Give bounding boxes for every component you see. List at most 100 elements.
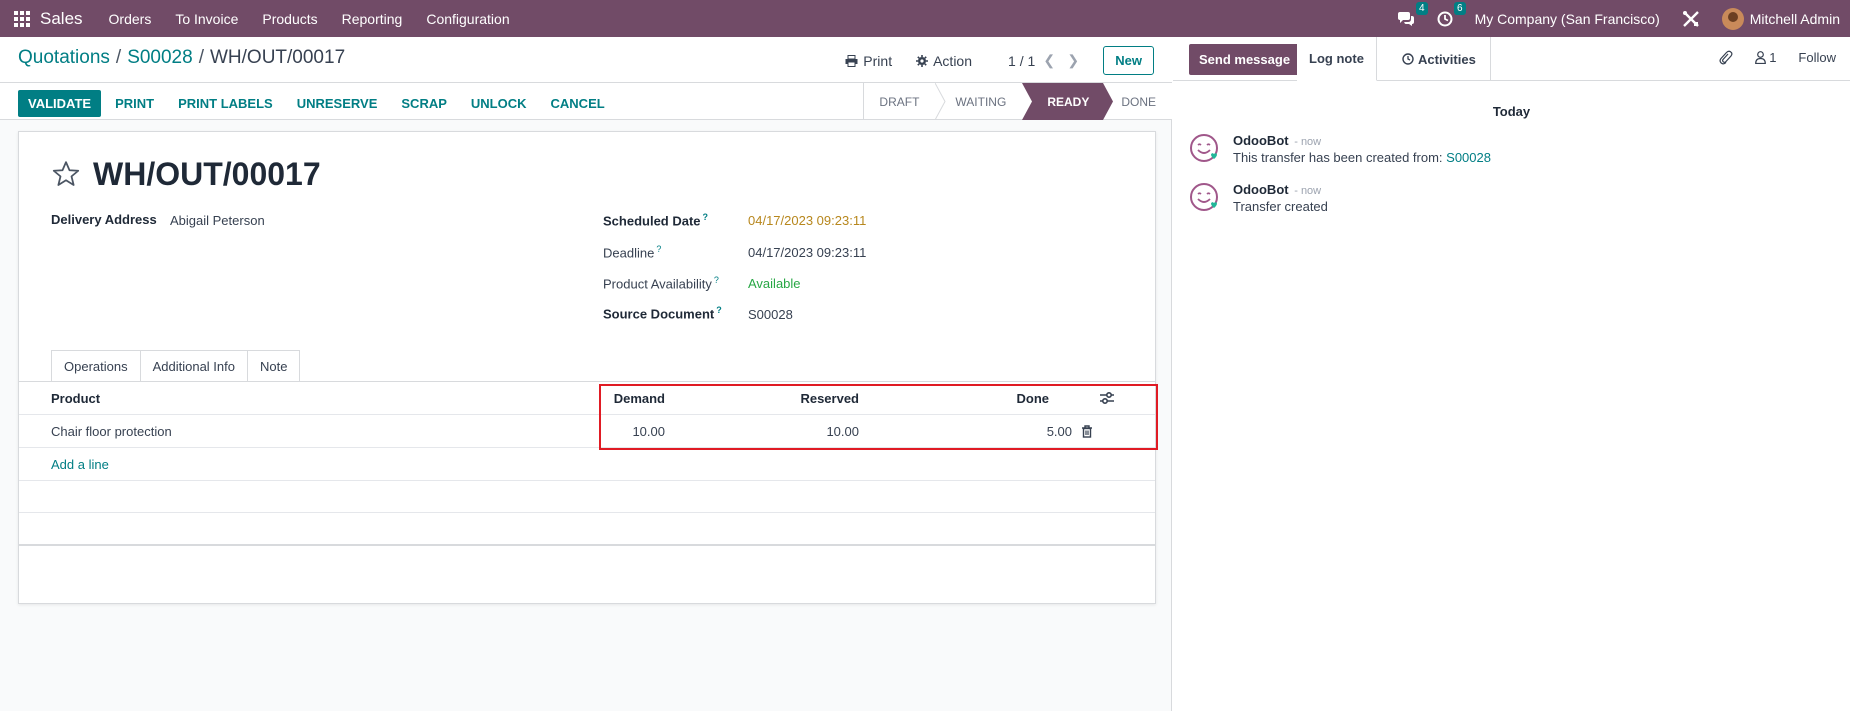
chatter-topbar: Send message Log note Activities 1 Follo… bbox=[1173, 37, 1850, 81]
activities-label: Activities bbox=[1418, 51, 1476, 67]
message-source-link[interactable]: S00028 bbox=[1446, 150, 1491, 165]
print-label: Print bbox=[863, 52, 893, 69]
tab-additional-info[interactable]: Additional Info bbox=[140, 350, 248, 382]
unlock-button[interactable]: UNLOCK bbox=[470, 96, 527, 111]
print-labels-button[interactable]: PRINT LABELS bbox=[178, 96, 273, 111]
source-document-label: Source Document? bbox=[603, 305, 722, 322]
column-header-reserved[interactable]: Reserved bbox=[800, 391, 859, 406]
debug-tools-button[interactable] bbox=[1682, 10, 1700, 28]
deadline-label: Deadline? bbox=[603, 244, 662, 261]
delivery-address-label: Delivery Address bbox=[51, 212, 157, 227]
pager-next-icon[interactable]: ❯ bbox=[1067, 52, 1080, 68]
tools-icon bbox=[1682, 10, 1699, 27]
table-row[interactable]: Chair floor protection 10.00 10.00 5.00 bbox=[19, 415, 1155, 448]
validate-button[interactable]: VALIDATE bbox=[18, 90, 102, 117]
follow-button[interactable]: Follow bbox=[1798, 50, 1836, 65]
pager-value[interactable]: 1 / 1 bbox=[1008, 52, 1036, 69]
tab-divider bbox=[19, 381, 1155, 382]
message-author[interactable]: OdooBot - now bbox=[1233, 133, 1322, 148]
column-header-demand[interactable]: Demand bbox=[613, 391, 665, 406]
menu-configuration[interactable]: Configuration bbox=[426, 10, 510, 27]
print-menu-button[interactable]: Print bbox=[845, 53, 892, 69]
messaging-button[interactable]: 4 bbox=[1397, 1, 1428, 27]
form-sheet: WH/OUT/00017 Delivery Address Abigail Pe… bbox=[18, 131, 1156, 604]
menu-to-invoice[interactable]: To Invoice bbox=[175, 10, 239, 27]
send-message-button[interactable]: Send message bbox=[1189, 44, 1301, 75]
breadcrumb-sale-order[interactable]: S00028 bbox=[127, 47, 193, 68]
action-menu-button[interactable]: Action bbox=[916, 53, 972, 69]
activities-button[interactable]: Activities bbox=[1388, 37, 1491, 81]
star-icon[interactable] bbox=[51, 159, 81, 189]
scrap-button[interactable]: SCRAP bbox=[401, 96, 447, 111]
optional-columns-icon[interactable] bbox=[1099, 391, 1115, 405]
column-header-done[interactable]: Done bbox=[1016, 391, 1050, 406]
gear-icon bbox=[916, 54, 929, 67]
message-date: - now bbox=[1294, 185, 1322, 197]
product-availability-value: Available bbox=[748, 276, 801, 291]
cancel-button[interactable]: CANCEL bbox=[550, 96, 605, 111]
date-separator: Today bbox=[1492, 104, 1531, 119]
deadline-field[interactable]: 04/17/2023 09:23:11 bbox=[748, 245, 867, 260]
print-button[interactable]: PRINT bbox=[115, 96, 155, 111]
printer-icon bbox=[845, 54, 858, 67]
help-icon[interactable]: ? bbox=[713, 275, 719, 285]
breadcrumb-quotations[interactable]: Quotations bbox=[18, 47, 110, 68]
app-name[interactable]: Sales bbox=[40, 8, 83, 28]
stage-chevron-active-end bbox=[1103, 83, 1114, 120]
clock-icon bbox=[1437, 11, 1453, 26]
empty-row bbox=[19, 513, 1155, 546]
product-availability-label: Product Availability? bbox=[603, 275, 719, 292]
trash-icon[interactable] bbox=[1081, 425, 1093, 438]
delivery-address-field[interactable]: Abigail Peterson bbox=[170, 213, 265, 228]
followers-count: 1 bbox=[1769, 50, 1777, 65]
status-bar: VALIDATE PRINT PRINT LABELS UNRESERVE SC… bbox=[0, 83, 1172, 120]
help-icon[interactable]: ? bbox=[702, 212, 709, 222]
unreserve-button[interactable]: UNRESERVE bbox=[296, 96, 378, 111]
cell-reserved: 10.00 bbox=[826, 424, 859, 439]
user-avatar[interactable] bbox=[1721, 7, 1744, 30]
company-switcher[interactable]: My Company (San Francisco) bbox=[1474, 10, 1660, 27]
scheduled-date-field[interactable]: 04/17/2023 09:23:11 bbox=[748, 213, 867, 228]
user-menu[interactable]: Mitchell Admin bbox=[1749, 10, 1840, 27]
help-icon[interactable]: ? bbox=[656, 244, 662, 254]
followers-button[interactable]: 1 bbox=[1755, 50, 1776, 65]
apps-grid-icon[interactable] bbox=[11, 8, 33, 30]
user-icon bbox=[1755, 51, 1767, 64]
stage-draft: DRAFT bbox=[863, 83, 935, 120]
help-icon[interactable]: ? bbox=[716, 305, 722, 315]
stage-waiting: WAITING bbox=[955, 94, 1007, 109]
cell-product[interactable]: Chair floor protection bbox=[51, 424, 172, 439]
stage-ready: READY bbox=[1037, 83, 1104, 120]
scheduled-date-label: Scheduled Date? bbox=[603, 212, 709, 229]
new-record-button[interactable]: New bbox=[1103, 46, 1154, 75]
menu-reporting[interactable]: Reporting bbox=[341, 10, 403, 27]
cell-done[interactable]: 5.00 bbox=[1046, 424, 1072, 439]
activities-button[interactable]: 6 bbox=[1437, 1, 1466, 27]
pager-previous-icon[interactable]: ❮ bbox=[1043, 52, 1056, 68]
add-line-row: Add a line bbox=[19, 448, 1155, 481]
notebook-tabs: Operations Additional Info Note bbox=[51, 350, 301, 382]
tab-operations[interactable]: Operations bbox=[51, 350, 141, 382]
message-body: Transfer created bbox=[1233, 199, 1328, 214]
form-view: Quotations / S00028/WH/OUT/00017 Print Act… bbox=[0, 37, 1172, 711]
cell-demand[interactable]: 10.00 bbox=[632, 424, 665, 439]
source-document-field[interactable]: S00028 bbox=[748, 307, 793, 322]
column-header-product[interactable]: Product bbox=[51, 391, 101, 406]
message-body: This transfer has been created from: S00… bbox=[1233, 150, 1491, 165]
record-title: WH/OUT/00017 bbox=[93, 156, 321, 192]
breadcrumb-separator: / bbox=[198, 47, 204, 68]
odoobot-avatar bbox=[1190, 134, 1218, 162]
log-note-button[interactable]: Log note bbox=[1297, 37, 1377, 81]
menu-orders[interactable]: Orders bbox=[108, 10, 152, 27]
add-line-link[interactable]: Add a line bbox=[51, 457, 109, 472]
messages-count-badge: 4 bbox=[1416, 1, 1428, 15]
tab-note[interactable]: Note bbox=[248, 350, 301, 382]
clock-icon bbox=[1402, 53, 1414, 65]
breadcrumb-current: WH/OUT/00017 bbox=[209, 47, 346, 68]
message-author[interactable]: OdooBot - now bbox=[1233, 182, 1322, 197]
paperclip-icon[interactable] bbox=[1719, 50, 1733, 65]
breadcrumb-separator: / bbox=[115, 47, 122, 68]
stage-chevron-separator bbox=[935, 83, 946, 120]
empty-row bbox=[19, 481, 1155, 513]
menu-products[interactable]: Products bbox=[262, 10, 318, 27]
